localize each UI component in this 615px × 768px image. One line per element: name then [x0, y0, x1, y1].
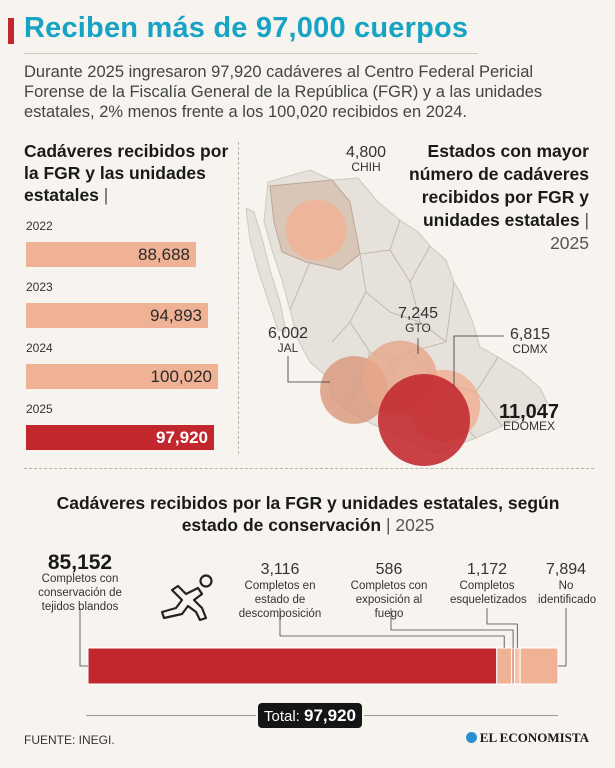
cat-label-fire: 586 Completos con exposición al fuego: [346, 561, 432, 621]
cat-value-skeletal: 1,172: [466, 561, 508, 578]
cat-label-unidentified: 7,894 No identificado: [538, 561, 597, 607]
column-divider: [238, 142, 239, 454]
state-bubbles: [285, 199, 481, 466]
cat-value-unidentified: 7,894: [545, 561, 587, 578]
label-jal: 6,002 JAL: [258, 325, 318, 356]
label-jal-name: JAL: [277, 341, 299, 355]
leader-soft-tissue: [79, 608, 88, 667]
label-gto: 7,245 GTO: [388, 305, 448, 336]
chalk-body-outline-icon: [160, 574, 213, 622]
segment-soft-tissue: [87, 647, 498, 685]
yearly-chart-title-sep: |: [103, 185, 109, 205]
total-rule-left: [86, 715, 256, 716]
bubble-chih: [285, 199, 347, 261]
year-bar-2022: 88,688: [26, 242, 196, 267]
cat-label-soft-tissue: 85,152 Completos con conservación de tej…: [20, 551, 140, 614]
label-edomex: 11,047 EDOMEX: [492, 401, 566, 433]
mexico-bubble-map: [245, 169, 549, 466]
cat-label-decomposition: 3,116 Completos en estado de descomposic…: [234, 561, 326, 621]
conservation-title-year: 2025: [395, 515, 435, 535]
label-cdmx: 6,815 CDMX: [498, 326, 562, 357]
cat-value-fire: 586: [375, 561, 403, 578]
total-label: Total:: [263, 708, 300, 725]
leader-cdmx: [453, 335, 504, 387]
leader-decomposition: [279, 608, 505, 648]
page-title: Reciben más de 97,000 cuerpos: [24, 12, 469, 44]
leader-fire: [390, 608, 514, 648]
label-chih: 4,800 CHIH: [336, 144, 396, 175]
brand-name: EL ECONOMISTA: [479, 730, 589, 745]
year-label-2022: 2022: [26, 219, 53, 233]
map-title-text: Estados con mayor número de cadáveres re…: [409, 141, 589, 230]
intro-text: Durante 2025 ingresaron 97,920 cadáveres…: [24, 63, 543, 121]
leader-unidentified: [558, 608, 567, 667]
label-gto-name: GTO: [405, 321, 431, 335]
year-bar-2025: 97,920: [26, 425, 214, 450]
bubble-edomex: [378, 374, 470, 466]
baja-california-shape: [245, 207, 287, 333]
cat-name-skeletal: Completos esqueletizados: [450, 580, 527, 606]
total-badge: Total: 97,920: [258, 703, 362, 728]
total-value: 97,920: [304, 706, 357, 725]
year-bar-2024: 100,020: [26, 364, 218, 389]
map-title-sep: |: [584, 210, 589, 230]
label-cdmx-name: CDMX: [512, 342, 548, 356]
leader-skeletal: [486, 608, 518, 648]
label-jal-value: 6,002: [267, 325, 309, 342]
leader-lines: [287, 335, 504, 387]
conservation-title: Cadáveres recibidos por la FGR y unidade…: [40, 492, 576, 536]
label-chih-name: CHIH: [351, 160, 381, 174]
yearly-chart-title-text: Cadáveres recibidos por la FGR y las uni…: [24, 141, 229, 205]
label-gto-value: 7,245: [397, 305, 439, 322]
year-bar-2023: 94,893: [26, 303, 208, 328]
year-label-2024: 2024: [26, 341, 53, 355]
map-title-year: 2025: [550, 233, 589, 253]
label-edomex-value: 11,047: [498, 401, 560, 423]
segment-decomposition: [496, 647, 513, 685]
yearly-chart-title: Cadáveres recibidos por la FGR y las uni…: [24, 140, 234, 206]
cat-value-soft-tissue: 85,152: [47, 551, 113, 574]
cat-name-decomposition: Completos en estado de descomposición: [238, 580, 322, 620]
label-chih-value: 4,800: [345, 144, 387, 161]
cat-name-soft-tissue: Completos con conservación de tejidos bl…: [38, 573, 122, 613]
title-accent-bar: [8, 18, 14, 44]
conservation-title-text: Cadáveres recibidos por la FGR y unidade…: [56, 493, 560, 535]
brand-dot-icon: [465, 732, 477, 743]
title-divider: [24, 53, 478, 54]
section-divider: [24, 468, 594, 469]
map-title: Estados con mayor número de cadáveres re…: [389, 140, 589, 255]
cat-name-unidentified: No identificado: [538, 580, 597, 606]
conservation-title-sep: |: [385, 515, 391, 535]
year-label-2023: 2023: [26, 280, 53, 294]
label-edomex-name: EDOMEX: [502, 419, 555, 433]
segment-skeletal: [513, 647, 521, 685]
brand-logo: EL ECONOMISTA: [465, 730, 589, 746]
cat-name-fire: Completos con exposición al fuego: [350, 580, 428, 620]
source-note: FUENTE: INEGI.: [24, 733, 115, 747]
cat-label-skeletal: 1,172 Completos esqueletizados: [450, 561, 527, 607]
segment-unidentified: [519, 647, 559, 685]
label-cdmx-value: 6,815: [509, 326, 551, 343]
cat-value-decomposition: 3,116: [260, 561, 300, 578]
total-rule-right: [364, 715, 558, 716]
year-label-2025: 2025: [26, 402, 53, 416]
conservation-stacked-bar: [79, 608, 567, 685]
leader-jal: [287, 356, 330, 383]
